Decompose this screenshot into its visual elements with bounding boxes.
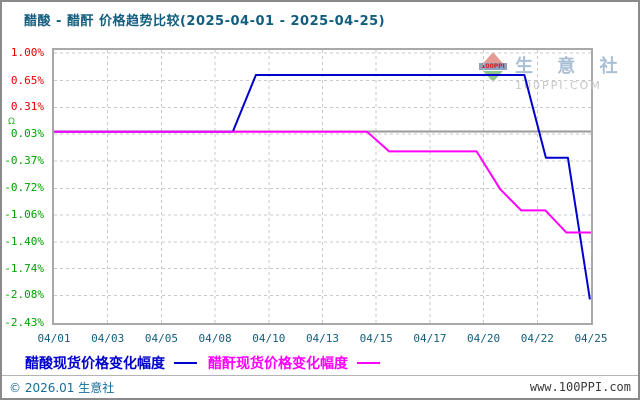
watermark: 100PPI 生 意 社 100PPI.COM xyxy=(478,52,627,92)
x-tick-label: 04/10 xyxy=(252,332,286,345)
y-tick-label: -2.08% xyxy=(4,288,44,302)
legend-label-acetic-anhydride: 醋酐现货价格变化幅度 xyxy=(208,356,348,372)
y-tick-label: -0.72% xyxy=(4,181,44,195)
y-tick-label: -1.74% xyxy=(4,261,44,275)
plot-area: 100PPI 生 意 社 100PPI.COM xyxy=(52,48,618,325)
watermark-site: 100PPI.COM xyxy=(515,79,602,92)
x-tick-label: 04/15 xyxy=(359,332,393,345)
x-tick-label: 04/22 xyxy=(520,332,554,345)
zero-marker-glyph: Ω xyxy=(8,117,15,127)
chart-title: 醋酸 - 醋酐 价格趋势比较(2025-04-01 - 2025-04-25) xyxy=(24,14,386,29)
x-tick-label: 04/17 xyxy=(413,332,447,345)
y-tick-label: -1.06% xyxy=(4,208,44,222)
y-tick-label: 1.00% xyxy=(10,46,44,59)
logo-triangle-down-icon xyxy=(483,71,503,82)
y-tick-label: -2.43% xyxy=(4,316,44,329)
x-tick-label: 04/01 xyxy=(37,332,71,345)
legend: 醋酸现货价格变化幅度 醋酐现货价格变化幅度 xyxy=(25,353,380,373)
y-tick-label: 0.03% xyxy=(10,127,44,141)
x-tick-label: 04/20 xyxy=(467,332,501,345)
legend-label-acetic-acid: 醋酸现货价格变化幅度 xyxy=(25,356,165,372)
legend-line-swatch-acetic-acid xyxy=(174,362,197,364)
watermark-brand: 生 意 社 xyxy=(515,56,627,77)
footer: © 2026.01 生意社 www.100PPI.com xyxy=(2,375,638,398)
x-tick-label: 04/08 xyxy=(198,332,232,345)
sunsirs-logo-icon: 100PPI xyxy=(478,52,508,82)
y-tick-label: -1.40% xyxy=(4,234,44,248)
chart-canvas xyxy=(54,50,591,323)
x-tick-label: 04/25 xyxy=(574,332,608,345)
x-tick-label: 04/05 xyxy=(144,332,178,345)
watermark-text: 生 意 社 100PPI.COM xyxy=(515,52,627,92)
logo-banner: 100PPI xyxy=(479,63,507,70)
y-tick-label: -0.37% xyxy=(4,153,44,167)
website-text: www.100PPI.com xyxy=(529,380,631,394)
x-tick-label: 04/03 xyxy=(91,332,125,345)
legend-line-swatch-acetic-anhydride xyxy=(357,362,380,364)
copyright-text: © 2026.01 生意社 xyxy=(9,380,115,395)
x-tick-label: 04/13 xyxy=(305,332,340,345)
y-tick-label: 0.31% xyxy=(10,100,44,114)
legend-item-acetic-acid: 醋酸现货价格变化幅度 xyxy=(25,353,197,373)
legend-item-acetic-anhydride: 醋酐现货价格变化幅度 xyxy=(208,353,380,373)
y-tick-label: 0.65% xyxy=(10,73,44,87)
